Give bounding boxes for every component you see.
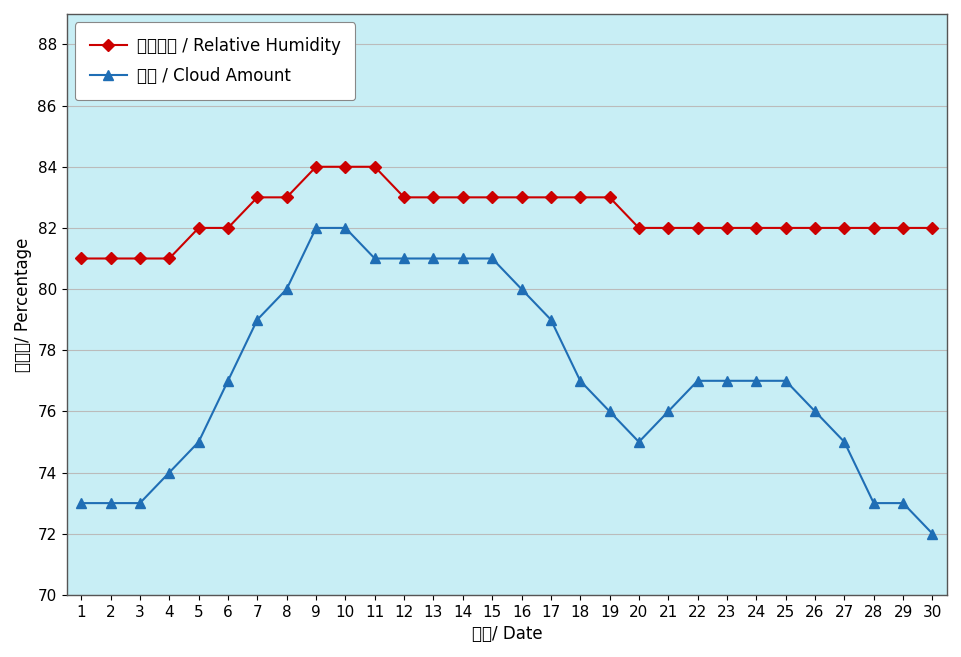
Legend: 相對濕度 / Relative Humidity, 雲量 / Cloud Amount: 相對濕度 / Relative Humidity, 雲量 / Cloud Amo…	[75, 22, 356, 100]
X-axis label: 日期/ Date: 日期/ Date	[472, 625, 542, 643]
Y-axis label: 百分比/ Percentage: 百分比/ Percentage	[13, 237, 32, 372]
